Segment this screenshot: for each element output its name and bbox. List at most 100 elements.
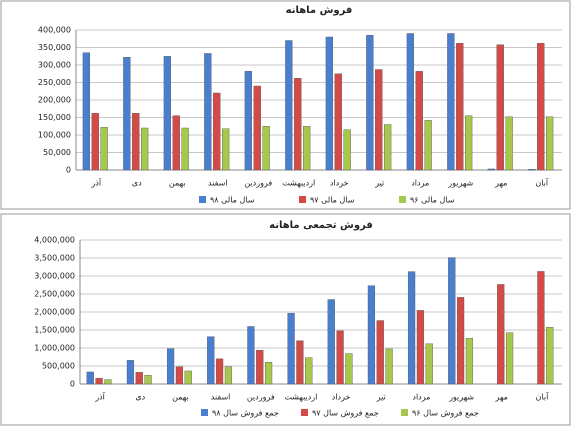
bar	[366, 35, 374, 171]
legend-swatch	[201, 409, 208, 416]
bar	[247, 326, 255, 385]
y-tick-label: 500,000	[42, 362, 75, 371]
x-tick-label: اسفند	[211, 393, 231, 402]
x-tick-label: بهمن	[169, 179, 186, 188]
legend-label: جمع فروش سال ۹۷	[312, 409, 379, 418]
bar	[537, 271, 545, 385]
bar	[325, 36, 334, 171]
y-tick-label: 0	[66, 166, 71, 175]
bar	[285, 40, 293, 171]
bar	[140, 127, 149, 171]
bar	[144, 375, 152, 385]
x-tick-label: مرداد	[412, 393, 430, 402]
legend-label: سال مالی ۹۶	[410, 196, 455, 205]
bar	[415, 71, 423, 171]
x-tick-label: آذر	[94, 392, 105, 402]
y-tick-label: 400,000	[38, 26, 71, 35]
bar	[302, 126, 311, 171]
x-tick-label: فروردین	[244, 179, 272, 188]
legend-label: سال مالی ۹۸	[210, 196, 255, 205]
y-tick-label: 1,500,000	[34, 326, 75, 335]
bar	[207, 336, 215, 385]
y-tick-label: 3,500,000	[34, 254, 75, 263]
y-tick-label: 300,000	[38, 61, 71, 70]
x-tick-label: خرداد	[332, 393, 351, 402]
y-tick-label: 3,000,000	[34, 272, 75, 281]
bar	[184, 370, 192, 385]
bar	[416, 310, 425, 385]
legend-swatch	[401, 409, 408, 416]
bar	[334, 73, 342, 171]
bar	[385, 348, 393, 385]
bar	[215, 358, 224, 385]
bar	[456, 43, 464, 171]
x-tick-label: شهریور	[448, 393, 474, 402]
bar	[163, 56, 172, 171]
bar	[406, 33, 415, 171]
bar	[256, 349, 264, 385]
bar	[221, 128, 230, 171]
bar	[497, 284, 505, 385]
bar	[537, 43, 545, 171]
bar	[172, 115, 180, 171]
y-tick-label: 100,000	[38, 131, 71, 140]
bar	[95, 377, 103, 385]
bar	[224, 366, 233, 385]
bar	[345, 353, 353, 385]
bar	[244, 71, 253, 171]
bar	[294, 78, 302, 171]
legend-swatch	[301, 409, 308, 416]
x-tick-label: آذر	[90, 178, 101, 188]
x-tick-label: تیر	[376, 393, 386, 402]
bar	[123, 57, 131, 171]
bar	[213, 92, 221, 171]
x-tick-label: بهمن	[172, 393, 189, 402]
bar	[383, 124, 392, 171]
bar	[82, 52, 91, 171]
legend-swatch	[399, 196, 406, 203]
x-tick-label: اسفند	[208, 179, 228, 188]
bar	[296, 340, 304, 385]
bar	[181, 127, 189, 171]
bar	[91, 113, 99, 171]
bar	[424, 120, 432, 171]
bar	[447, 33, 455, 171]
bar	[175, 366, 184, 385]
bar	[132, 113, 140, 171]
x-tick-label: دی	[135, 393, 145, 402]
bar	[262, 126, 270, 171]
y-tick-label: 2,500,000	[34, 290, 75, 299]
y-tick-label: 50,000	[43, 148, 71, 157]
y-tick-label: 2,000,000	[34, 308, 75, 317]
bar	[264, 362, 273, 385]
bar	[425, 343, 433, 385]
bar	[166, 348, 175, 385]
legend-label: سال مالی ۹۷	[310, 196, 355, 205]
bar	[305, 357, 313, 385]
y-tick-label: 1,000,000	[34, 344, 75, 353]
bar	[204, 53, 212, 171]
x-tick-label: اردیبهشت	[282, 179, 315, 188]
bar	[545, 116, 554, 171]
bar	[487, 168, 496, 171]
bar	[336, 330, 344, 385]
bar	[505, 116, 513, 171]
chart-title: فروش تجمعی ماهانه	[269, 220, 373, 231]
bar	[86, 371, 94, 385]
bar	[465, 338, 474, 385]
bar	[496, 44, 504, 171]
y-tick-label: 350,000	[38, 43, 71, 52]
legend-swatch	[299, 196, 306, 203]
y-tick-label: 150,000	[38, 113, 71, 122]
bar	[104, 379, 112, 385]
bar	[375, 69, 383, 171]
bar	[376, 320, 384, 385]
chart-title: فروش ماهانه	[286, 5, 353, 16]
x-tick-label: مهر	[494, 179, 507, 188]
bar	[456, 297, 465, 385]
x-tick-label: شهریور	[447, 179, 473, 188]
bar	[407, 271, 416, 385]
bar	[448, 257, 456, 385]
bar	[343, 129, 351, 171]
